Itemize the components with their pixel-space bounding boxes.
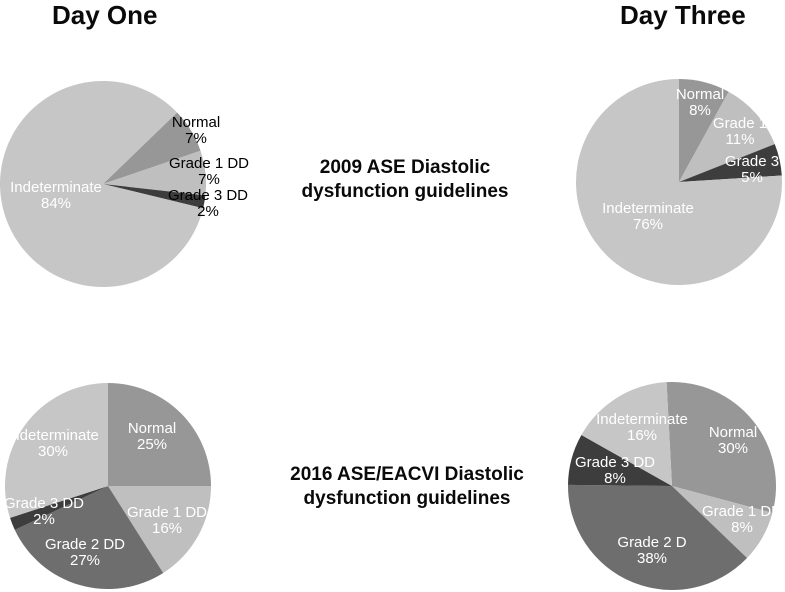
pie-slice-grade-3 <box>679 144 782 182</box>
column-title-day-one: Day One <box>52 0 158 30</box>
row-title-2016-line2: dysfunction guidelines <box>303 488 511 509</box>
pie-slice-grade-3-dd <box>568 434 672 486</box>
pie-slice-grade-2-d <box>568 484 748 590</box>
pie-slice-indeterminate <box>5 383 108 518</box>
pie-slice-grade-1-dd <box>672 486 773 558</box>
pie-slice-grade-2-dd <box>14 486 164 589</box>
pie-slice-grade-3-dd <box>10 486 108 530</box>
pie-slice-normal <box>103 112 201 184</box>
row-title-2009-line1: 2009 ASE Diastolic <box>319 157 491 178</box>
pie-slice-grade-3-dd <box>103 184 206 209</box>
pie-slice-indeterminate <box>0 81 204 287</box>
pie-slice-indeterminate <box>581 382 672 486</box>
column-title-day-three: Day Three <box>620 0 746 30</box>
pie-slice-normal <box>108 383 211 486</box>
pie-day1-2016 <box>5 383 211 589</box>
pie-slice-normal <box>666 382 776 513</box>
pie-day3-2016 <box>568 382 776 590</box>
row-title-2009-line2: dysfunction guidelines <box>301 181 509 202</box>
pie-slice-normal <box>679 79 729 182</box>
pie-day1-2009 <box>0 81 206 287</box>
row-title-2009-guidelines: 2009 ASE Diastolic dysfunction guideline… <box>250 156 560 204</box>
pie-slice-grade-1 <box>679 91 775 182</box>
row-title-2016-guidelines: 2016 ASE/EACVI Diastolic dysfunction gui… <box>252 463 562 511</box>
row-title-2016-line1: 2016 ASE/EACVI Diastolic <box>290 464 524 485</box>
pie-slice-grade-1-dd <box>108 486 211 573</box>
pie-day3-2009 <box>576 79 782 285</box>
pie-slice-indeterminate <box>576 79 782 285</box>
pie-slice-grade-1-dd <box>103 150 206 196</box>
